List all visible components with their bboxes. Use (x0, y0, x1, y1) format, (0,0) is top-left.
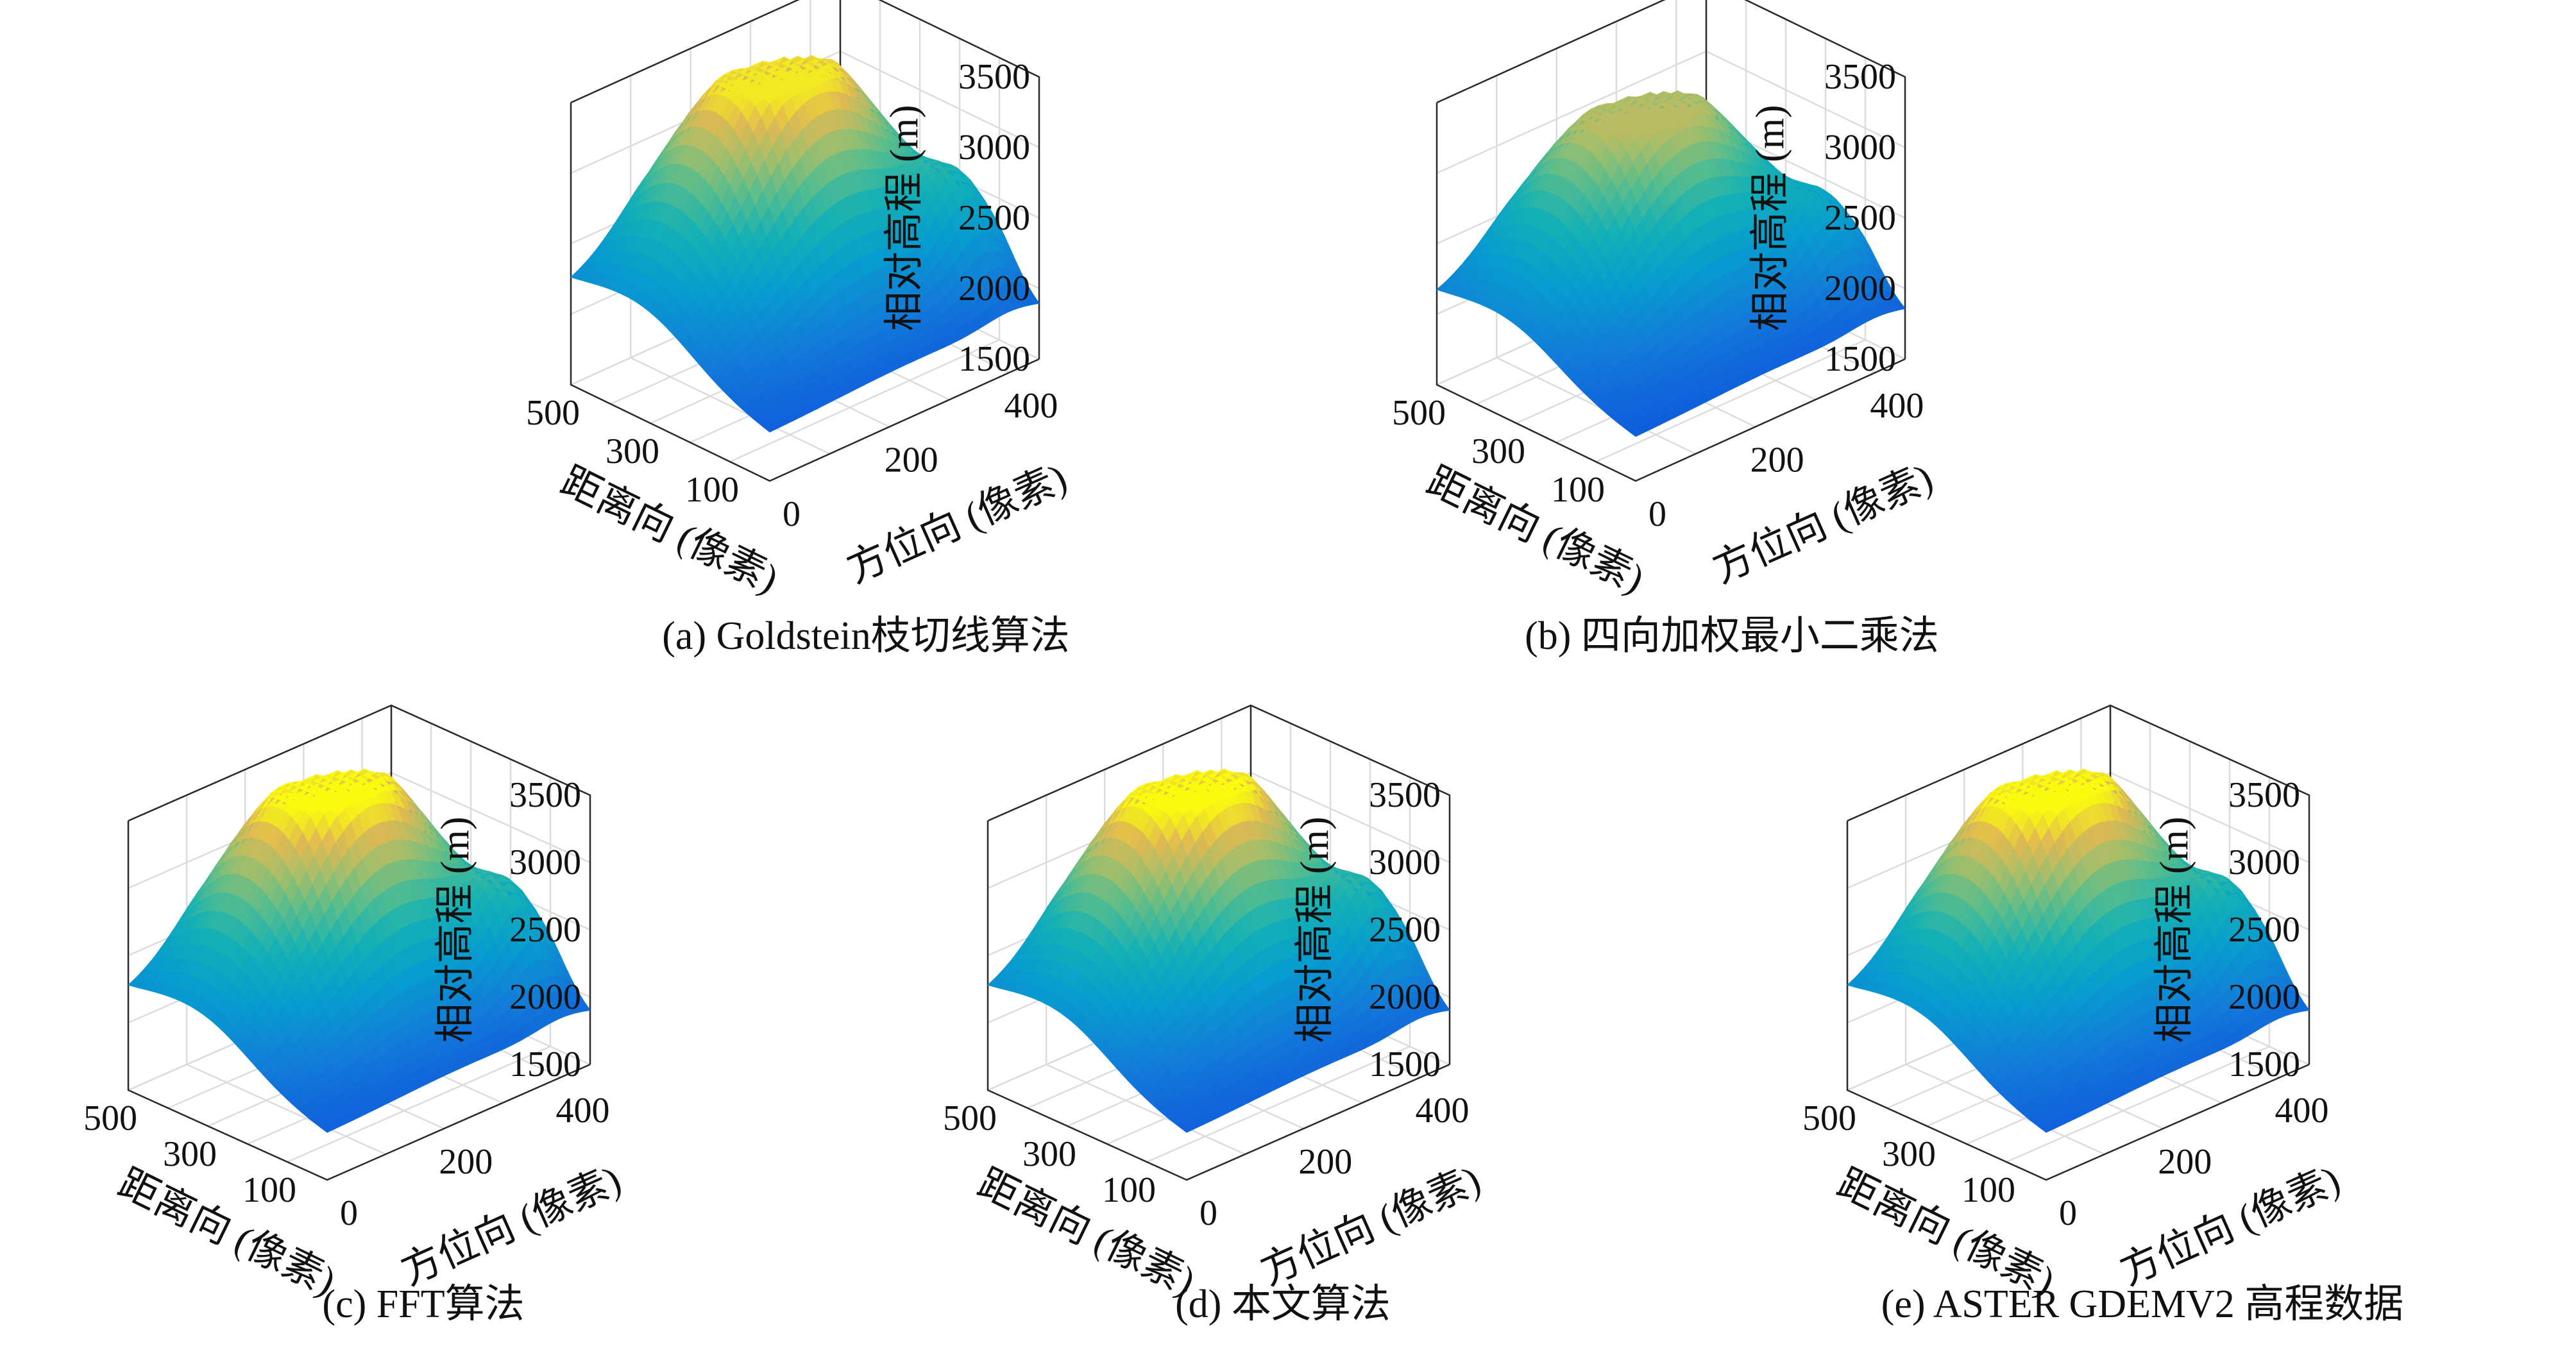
z-tick-label: 3500 (958, 57, 1030, 97)
surface-patch (1024, 294, 1040, 305)
y-tick-label: 200 (885, 441, 938, 480)
z-tick-label: 2500 (958, 198, 1030, 238)
y-tick-label: 0 (1648, 494, 1666, 534)
y-tick-label: 0 (1199, 1193, 1217, 1233)
x-axis-label: 距离向 (像素) (1420, 459, 1650, 601)
z-tick-label: 3500 (509, 775, 581, 815)
axis-box-front (127, 821, 591, 1181)
caption-c: (c) FFT算法 (322, 1283, 525, 1326)
x-tick-label: 100 (242, 1170, 296, 1210)
y-tick-label: 0 (340, 1193, 358, 1233)
surface-mesh (570, 55, 1040, 433)
surface-mesh (1436, 90, 1906, 437)
axis-box-top (570, 0, 1040, 359)
axis-box-front (1436, 103, 1906, 482)
x-grid-line (287, 777, 552, 1163)
x-tick-label: 500 (83, 1098, 137, 1138)
surface-mesh (127, 768, 591, 1133)
panel-d: 1500 2000 2500 3000 3500 500 300 100 0 200 400 相对高程… (860, 704, 1706, 1371)
z-tick-label: 2000 (1369, 977, 1441, 1017)
z-tick-label: 1500 (1369, 1045, 1441, 1084)
z-tick-label: 3000 (1369, 843, 1441, 882)
z-tick-label: 3500 (1824, 57, 1896, 97)
y-tick-label: 200 (1750, 441, 1804, 480)
z-axis-label: 相对高程 (m) (1293, 816, 1337, 1043)
z-tick-label: 1500 (509, 1045, 581, 1084)
surface-chart-d: 1500 2000 2500 3000 3500 500 300 100 0 200 400 相对高程… (943, 704, 1487, 1304)
axis-box-top (987, 704, 1451, 1064)
x-tick-label: 300 (606, 432, 659, 471)
surface-chart-a: 1500 2000 2500 3000 3500 500 300 100 0 200 400 相对高程… (526, 0, 1073, 601)
axis-box-front (1846, 821, 2310, 1181)
z-tick-label: 3000 (509, 843, 581, 882)
y-tick-label: 400 (555, 1091, 609, 1131)
tick-labels: 1500 2000 2500 3000 3500 500 300 100 0 200 400 (1392, 57, 1924, 534)
x-tick-label: 100 (1551, 470, 1605, 510)
surface-mesh (987, 768, 1451, 1133)
z-tick-label: 1500 (958, 339, 1030, 379)
surface-chart-e: 150020002500300035005003001000200400相对高程… (1802, 704, 2346, 1304)
z-tick-label: 2000 (958, 269, 1030, 308)
tick-labels: 1500 2000 2500 3000 3500 500 300 100 0 200 400 (83, 775, 609, 1233)
z-tick-label: 2000 (509, 977, 581, 1017)
x-axis-label: 距离向 (像素) (554, 459, 784, 601)
surface-patch (1435, 1001, 1451, 1013)
axis-box-top (1436, 0, 1906, 359)
y-tick-label: 200 (1298, 1142, 1352, 1182)
z-tick-label: 3500 (1369, 775, 1441, 815)
axis-box-front (570, 103, 1040, 482)
z-tick-label: 2500 (1824, 198, 1896, 238)
panel-e: 1500 2000 2500 3000 3500 500 300 100 0 200 400 相对高程… (1719, 704, 2566, 1371)
axis-box-front (987, 821, 1450, 1181)
x-tick-label: 300 (1022, 1134, 1076, 1174)
axis-box-top (128, 704, 591, 1064)
x-grid-line (1595, 58, 1867, 463)
x-tick-label: 500 (1392, 393, 1446, 433)
y-tick-label: 400 (1004, 386, 1058, 426)
axis-box-top (1847, 704, 2310, 1064)
surface-patch (575, 1001, 591, 1013)
y-tick-label: 0 (783, 494, 801, 534)
panel-b: 1500 2000 2500 3000 3500 500 300 100 0 200 400 相对高程… (1309, 0, 2155, 693)
z-tick-label: 1500 (1824, 339, 1896, 379)
z-tick-label: 3000 (1824, 128, 1896, 167)
panel-c: 1500 2000 2500 3000 3500 500 300 100 0 200 400 相对高程… (0, 704, 847, 1371)
z-tick-label: 3000 (958, 128, 1030, 167)
tick-labels: 1500 2000 2500 3000 3500 500 300 100 0 200 400 (943, 775, 1469, 1233)
panel-a: 1500 2000 2500 3000 3500 500 300 100 0 200 400 相对高程… (443, 0, 1289, 693)
z-axis-label: 相对高程 (m) (883, 105, 926, 331)
caption-b: (b) 四向加权最小二乘法 (1525, 614, 1939, 658)
x-tick-label: 100 (685, 470, 739, 510)
surface-patch (1890, 300, 1906, 311)
x-grid-line (1146, 777, 1411, 1163)
z-tick-label: 2500 (1369, 910, 1441, 950)
tick-labels: 1500 2000 2500 3000 3500 500 300 100 0 200 400 (526, 57, 1058, 534)
x-grid-line (729, 58, 1001, 463)
surface-chart-b: 1500 2000 2500 3000 3500 500 300 100 0 200 400 相对高程… (1392, 0, 1939, 601)
caption-a: (a) Goldstein枝切线算法 (662, 614, 1070, 658)
x-tick-label: 500 (526, 393, 580, 433)
caption-d: (d) 本文算法 (1175, 1283, 1391, 1326)
surface-chart-c: 1500 2000 2500 3000 3500 500 300 100 0 200 400 相对高程… (83, 704, 627, 1304)
x-tick-label: 300 (163, 1134, 217, 1174)
z-tick-label: 2000 (1824, 269, 1896, 308)
z-axis-label: 相对高程 (m) (434, 816, 477, 1043)
y-tick-label: 200 (439, 1142, 493, 1182)
x-tick-label: 100 (1102, 1170, 1156, 1210)
y-axis-label: 方位向 (像素) (1706, 456, 1939, 591)
y-tick-label: 400 (1415, 1091, 1469, 1131)
x-grid-line (2006, 777, 2271, 1163)
x-tick-label: 300 (1471, 432, 1525, 471)
z-axis-label: 相对高程 (m) (1749, 105, 1792, 331)
y-axis-label: 方位向 (像素) (840, 456, 1073, 591)
y-tick-label: 400 (1870, 386, 1924, 426)
x-tick-label: 500 (943, 1098, 997, 1138)
surface-mesh (1846, 768, 2310, 1133)
z-tick-label: 2500 (509, 910, 581, 950)
